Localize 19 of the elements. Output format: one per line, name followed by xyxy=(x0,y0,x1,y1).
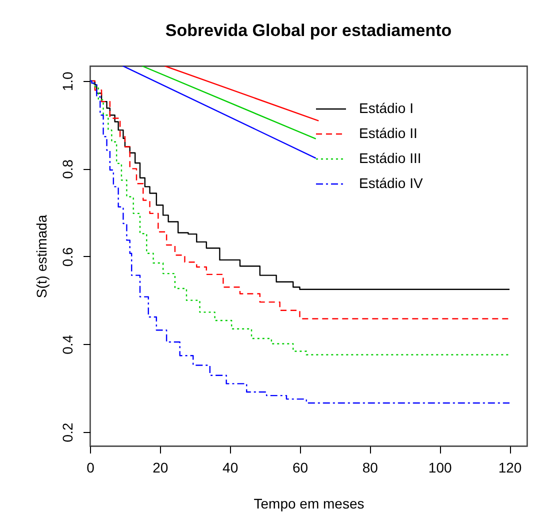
x-tick-label: 40 xyxy=(222,460,238,476)
y-tick-label: 0.4 xyxy=(60,334,76,354)
chart-title: Sobrevida Global por estadiamento xyxy=(165,21,452,40)
x-tick-label: 100 xyxy=(428,460,452,476)
x-tick-label: 120 xyxy=(498,460,522,476)
x-axis-title: Tempo em meses xyxy=(254,496,364,512)
y-axis-title: S(t) estimada xyxy=(34,214,50,298)
legend-label: Estádio IV xyxy=(359,175,424,191)
y-tick-label: 0.6 xyxy=(60,246,76,267)
legend-label: Estádio III xyxy=(359,150,422,166)
x-tick-label: 60 xyxy=(292,460,308,476)
y-tick-label: 0.8 xyxy=(60,159,76,179)
y-tick-label: 1.0 xyxy=(60,71,76,92)
x-tick-label: 0 xyxy=(86,460,95,476)
legend-label: Estádio II xyxy=(359,125,418,141)
x-tick-label: 20 xyxy=(152,460,168,476)
legend-label: Estádio I xyxy=(359,100,414,116)
x-tick-label: 80 xyxy=(362,460,378,476)
y-tick-label: 0.2 xyxy=(60,422,76,442)
